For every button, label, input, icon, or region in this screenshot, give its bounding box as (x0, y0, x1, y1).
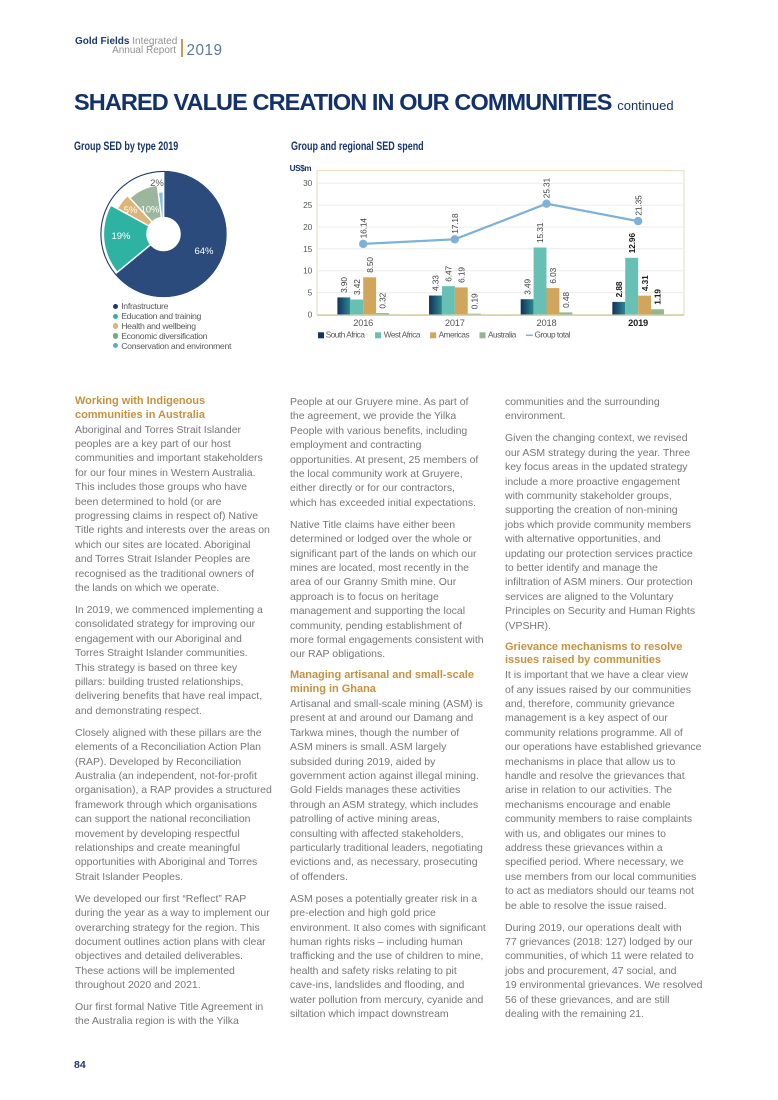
svg-text:64%: 64% (194, 246, 214, 257)
svg-text:15.31: 15.31 (535, 222, 545, 243)
svg-text:3.42: 3.42 (352, 279, 362, 295)
svg-text:0.48: 0.48 (561, 292, 571, 308)
svg-text:4.31: 4.31 (640, 275, 650, 291)
svg-text:8.50: 8.50 (365, 257, 375, 273)
svg-text:25: 25 (303, 200, 313, 210)
svg-text:19%: 19% (111, 231, 131, 242)
svg-text:0.19: 0.19 (469, 293, 479, 309)
svg-text:30: 30 (303, 178, 313, 188)
svg-text:21.35: 21.35 (633, 195, 643, 216)
svg-text:Australia: Australia (488, 331, 517, 340)
svg-text:2.88: 2.88 (614, 281, 624, 297)
svg-text:10%: 10% (141, 205, 160, 215)
svg-text:6.03: 6.03 (548, 267, 558, 283)
svg-text:2016: 2016 (353, 318, 373, 328)
svg-text:US$m: US$m (290, 164, 312, 173)
svg-text:0: 0 (308, 310, 313, 320)
svg-text:2%: 2% (150, 178, 164, 189)
svg-text:1.19: 1.19 (653, 289, 663, 305)
svg-text:12.96: 12.96 (627, 233, 637, 254)
svg-text:South Africa: South Africa (326, 331, 366, 340)
svg-text:6.47: 6.47 (444, 265, 454, 281)
svg-text:5%: 5% (124, 205, 137, 215)
svg-text:Americas: Americas (439, 331, 470, 340)
svg-text:Group total: Group total (535, 331, 571, 340)
svg-text:25.31: 25.31 (542, 177, 552, 198)
svg-text:6.19: 6.19 (456, 267, 466, 283)
svg-text:0.32: 0.32 (378, 292, 388, 308)
svg-text:15: 15 (303, 244, 313, 254)
svg-text:20: 20 (303, 222, 313, 232)
svg-text:2017: 2017 (445, 318, 465, 328)
svg-text:10: 10 (303, 266, 313, 276)
svg-text:16.14: 16.14 (358, 218, 368, 239)
svg-text:2019: 2019 (628, 318, 648, 328)
svg-text:3.90: 3.90 (339, 277, 349, 293)
svg-text:17.18: 17.18 (450, 213, 460, 234)
svg-text:3.49: 3.49 (522, 278, 532, 294)
svg-text:2018: 2018 (537, 318, 557, 328)
svg-text:5: 5 (308, 288, 313, 298)
svg-text:4.33: 4.33 (431, 275, 441, 291)
svg-text:West Africa: West Africa (384, 331, 421, 340)
